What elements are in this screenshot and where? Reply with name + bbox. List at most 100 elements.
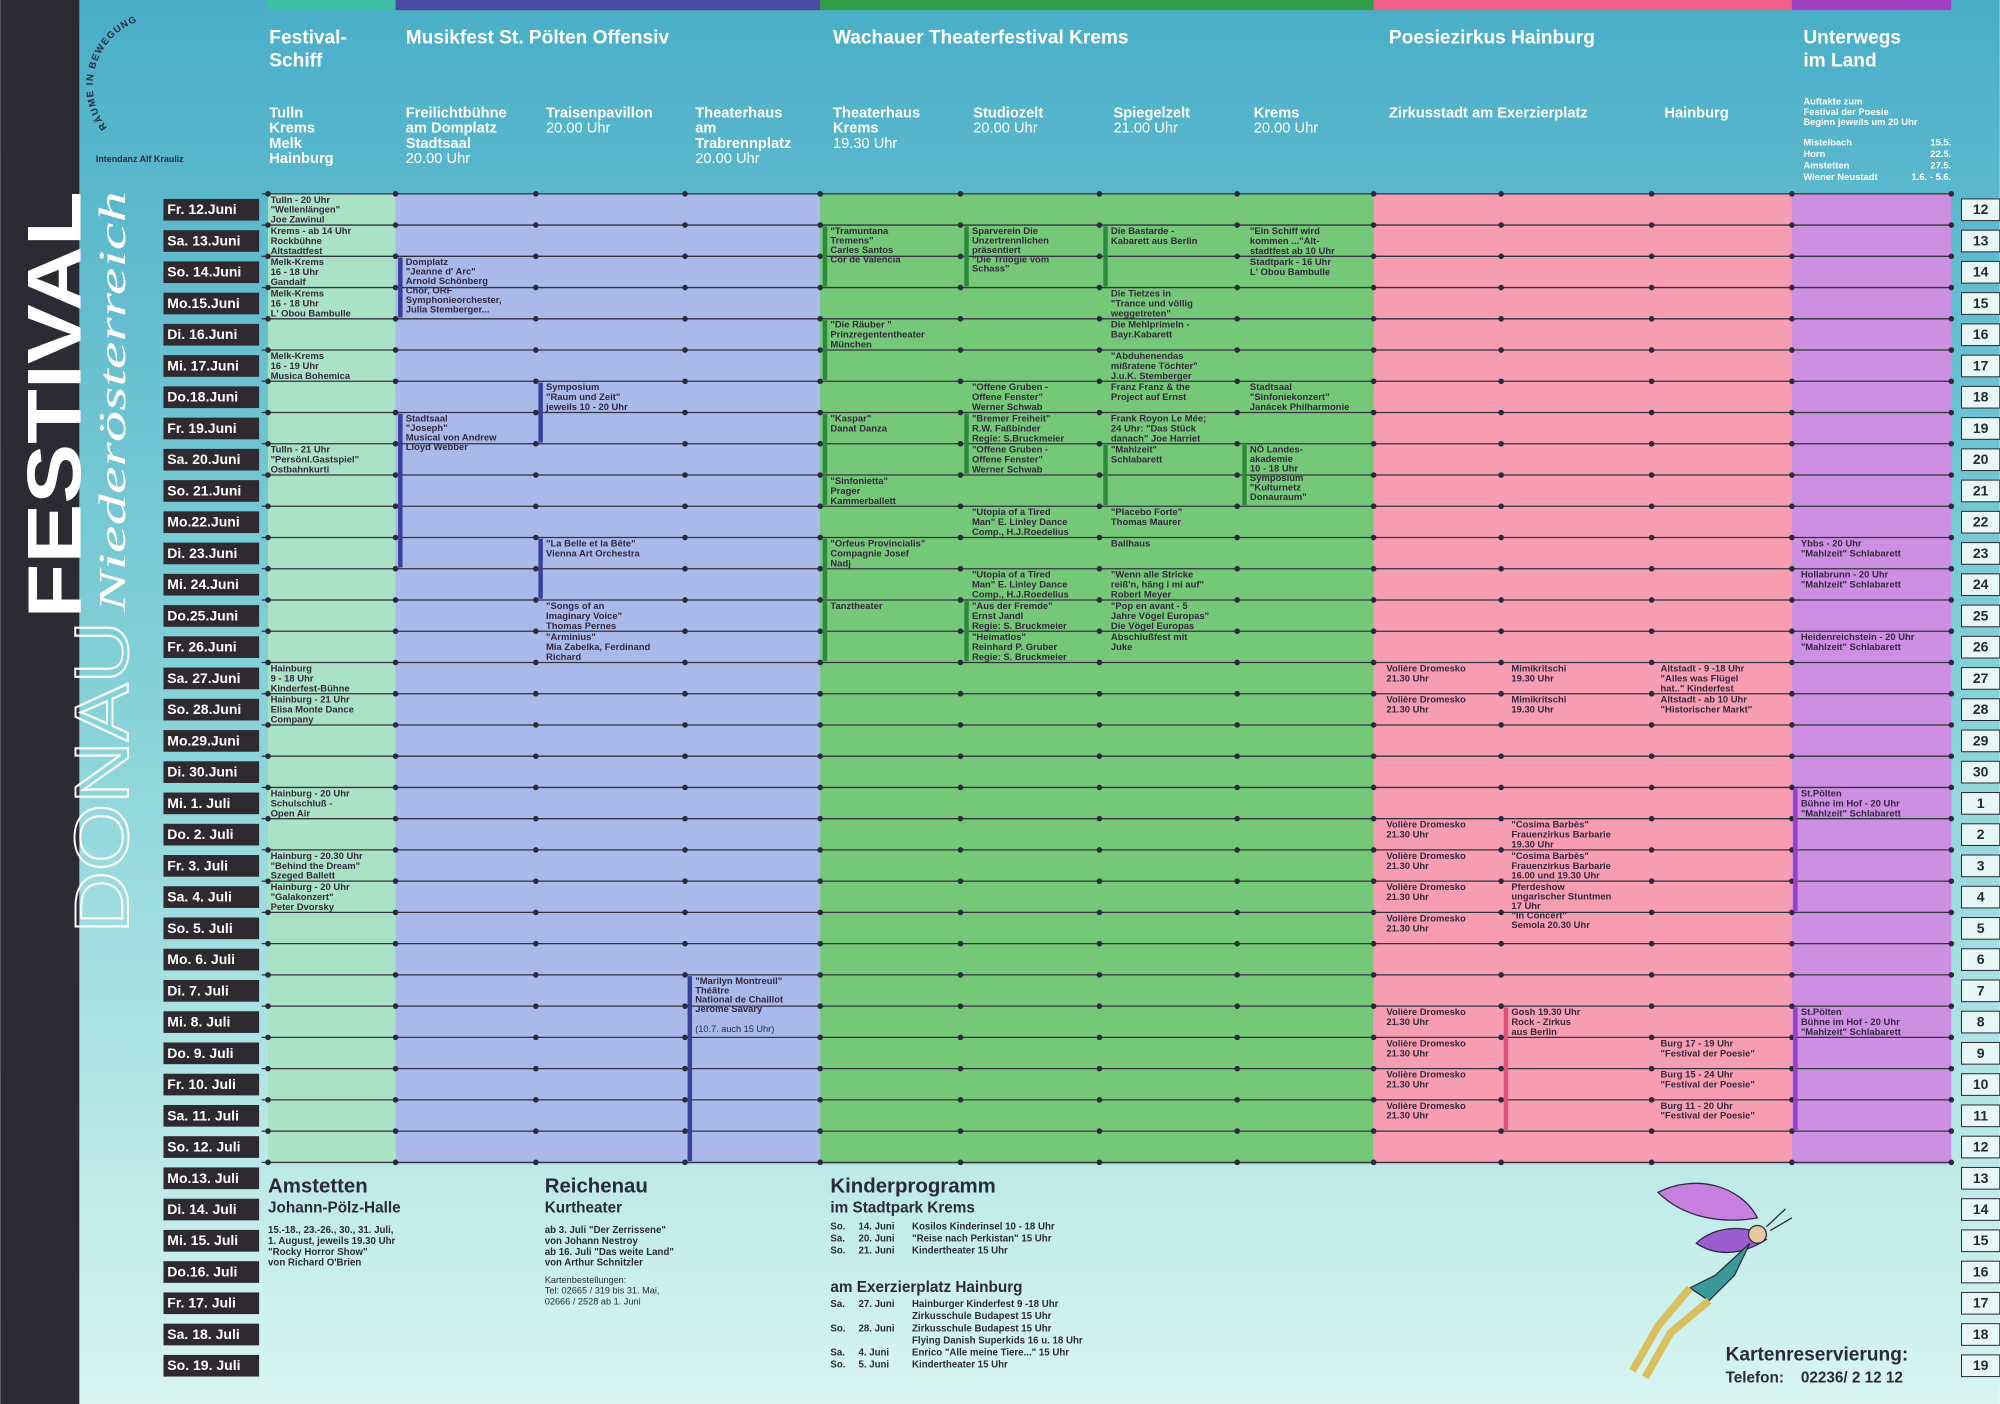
row-dot — [682, 1065, 688, 1072]
row-dot — [957, 565, 964, 572]
row-dot — [1234, 940, 1240, 947]
event-line: Jahre Vögel Europas" — [1111, 610, 1209, 621]
row-dot — [682, 1097, 688, 1103]
day-number: 17 — [1973, 357, 1989, 373]
row-dot — [682, 503, 688, 510]
event-line: "In Concert" — [1511, 909, 1567, 920]
row-dot — [1370, 1065, 1377, 1072]
row-dot — [817, 1034, 824, 1041]
row-dot — [392, 628, 399, 635]
event-line: "Raum und Zeit" — [546, 391, 620, 402]
event-line: Pferdeshow — [1511, 881, 1565, 892]
row-dot — [1234, 253, 1240, 260]
row-dot — [1096, 222, 1103, 228]
row-dot — [1370, 1128, 1377, 1134]
day-number: 13 — [1973, 1170, 1989, 1186]
event-line: Danat Danza — [830, 422, 887, 433]
row-dot — [533, 753, 539, 760]
row-dot — [1948, 503, 1955, 510]
event-line: R.W. Faßbinder — [972, 422, 1041, 433]
row-dot — [533, 972, 539, 978]
row-dot — [817, 659, 824, 666]
row-dot — [817, 628, 824, 635]
row-dot — [1789, 503, 1795, 510]
row-dot — [1234, 1097, 1240, 1103]
row-dot — [1648, 534, 1655, 541]
event-bar — [398, 257, 403, 318]
row-dot — [1648, 191, 1655, 197]
row-dot — [817, 284, 824, 291]
event-line: Semola 20.30 Uhr — [1511, 919, 1590, 930]
row-dot — [1498, 753, 1504, 760]
row-dot — [1096, 565, 1103, 572]
event-line: Volière Dromesko — [1386, 850, 1466, 861]
event-line: Juke — [1111, 641, 1132, 652]
event-line: München — [830, 339, 872, 350]
row-dot — [1498, 440, 1504, 447]
date-label: Sa. 20.Juni — [167, 451, 240, 467]
band — [820, 193, 1374, 1165]
row-dot — [1948, 940, 1955, 947]
date-box — [163, 480, 260, 502]
row-dot — [392, 1034, 399, 1041]
event-line: "Wellenlängen" — [271, 204, 341, 215]
event-line: "Sinfoniekonzert" — [1250, 391, 1330, 402]
row-dot — [1370, 253, 1377, 260]
row-dot — [1948, 565, 1955, 572]
event-line: Hainburg - 21 Uhr — [271, 694, 350, 705]
row-dot — [1096, 690, 1103, 697]
date-label: Mo.22.Juni — [167, 514, 239, 530]
row-dot — [817, 1128, 824, 1134]
row-dot — [392, 815, 399, 822]
event-line: 21.30 Uhr — [1386, 1110, 1429, 1121]
row-dot — [265, 347, 271, 353]
day-number: 15 — [1973, 295, 1989, 311]
event-line: Tanztheater — [830, 600, 883, 611]
row-dot — [1096, 253, 1103, 260]
event-bar — [964, 413, 969, 474]
event-line: Mia Zabelka, Ferdinand — [546, 641, 650, 652]
date-box — [163, 573, 260, 596]
event-line: Krems - ab 14 Uhr — [271, 225, 352, 236]
row-dot — [1948, 1003, 1955, 1009]
band — [268, 193, 396, 1165]
event-line: Rock - Zirkus — [1511, 1016, 1571, 1027]
event-line: Richard — [546, 651, 581, 662]
event-line: Donauraum" — [1250, 491, 1307, 502]
row-dot — [533, 784, 539, 791]
date-label: Do. 9. Juli — [167, 1045, 233, 1061]
row-dot — [1498, 1097, 1504, 1103]
event-line: "Mahlzeit" Schlabarett — [1801, 807, 1902, 818]
row-dot — [1948, 534, 1955, 541]
row-dot — [682, 1159, 688, 1166]
row-dot — [1096, 1159, 1103, 1166]
date-label: Mi. 24.Juni — [167, 576, 239, 592]
program-line: So. — [830, 1360, 845, 1371]
row-dot — [265, 1034, 271, 1041]
venue-time: 20.00 Uhr — [695, 151, 759, 167]
row-dot — [1498, 690, 1504, 697]
venue-name: Krems — [1254, 105, 1300, 121]
event-line: Werner Schwab — [972, 464, 1043, 475]
row-dot — [533, 284, 539, 291]
row-dot — [1648, 909, 1655, 916]
row-dot — [1948, 378, 1955, 385]
reservation-title: Kartenreservierung: — [1726, 1345, 1909, 1366]
row-dot — [392, 284, 399, 291]
venue-name: Spiegelzelt — [1113, 105, 1190, 121]
row-dot — [1234, 909, 1240, 916]
row-dot — [682, 1034, 688, 1041]
band — [1791, 193, 1952, 1165]
note-place: Wiener Neustadt — [1803, 171, 1878, 182]
row-dot — [265, 315, 271, 322]
row-dot — [1948, 1159, 1955, 1166]
day-number: 14 — [1973, 1201, 1989, 1217]
top-strip — [395, 0, 821, 11]
row-dot — [392, 409, 399, 416]
row-dot — [1648, 1034, 1655, 1041]
event-bar — [822, 476, 828, 505]
event-line: 21.30 Uhr — [1386, 829, 1429, 840]
event-line: Project auf Ernst — [1111, 391, 1187, 402]
date-label: Fr. 3. Juli — [167, 857, 228, 873]
row-dot — [817, 409, 824, 416]
